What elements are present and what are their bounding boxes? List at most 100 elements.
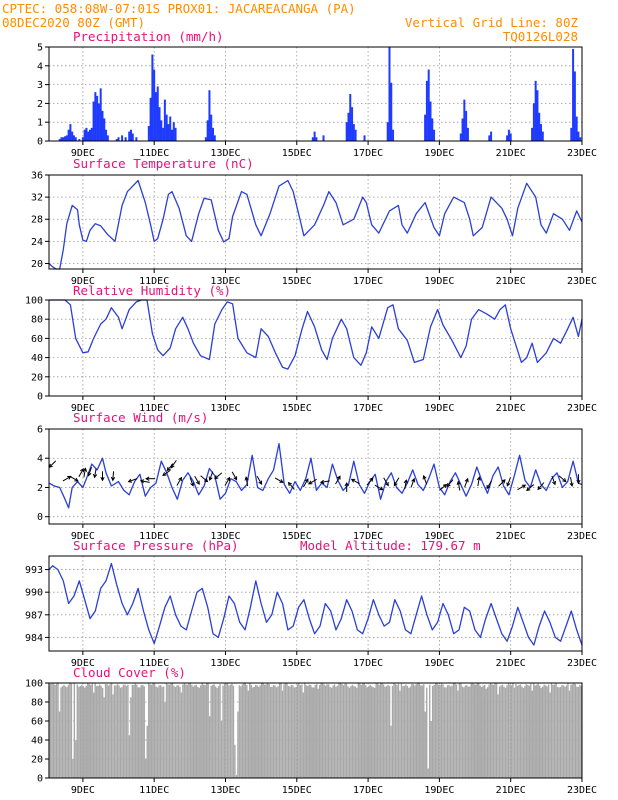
cloud-bar xyxy=(455,684,458,778)
cloud-bar xyxy=(336,685,339,778)
cloud-bar xyxy=(253,686,255,778)
cloud-bar xyxy=(439,685,441,778)
precip-bar xyxy=(577,131,580,141)
precip-bar xyxy=(99,88,102,141)
cloud-bar xyxy=(580,685,583,778)
cloud-bar xyxy=(379,683,382,778)
rh-xtick-label: 21DEC xyxy=(496,403,526,414)
cloud-bar xyxy=(75,740,77,778)
cloud-bar xyxy=(84,687,86,778)
rh-ytick-label: 40 xyxy=(31,353,43,364)
temp-xtick-label: 19DEC xyxy=(424,276,454,287)
wind-vector-arrow xyxy=(422,474,428,485)
cloud-bar xyxy=(369,684,371,778)
pres-xtick-label: 9DEC xyxy=(71,658,95,669)
cloud-bar xyxy=(268,684,270,778)
cloud-bar xyxy=(326,684,328,778)
cloud-bar xyxy=(237,711,239,778)
temp-ytick-label: 20 xyxy=(31,259,43,270)
precip-bar xyxy=(62,137,65,141)
cloud-bar xyxy=(98,684,101,778)
temp-xtick-label: 11DEC xyxy=(139,276,169,287)
cloud-bar xyxy=(415,684,418,778)
wind-xtick-label: 19DEC xyxy=(424,531,454,542)
cloud-bar xyxy=(295,686,297,778)
cloud-bar xyxy=(498,686,501,778)
header-station-line: CPTEC: 058:08W-07:01S PROX01: JACAREACAN… xyxy=(2,1,356,16)
cloud-bar xyxy=(573,683,575,778)
wind-panel: Surface Wind (m/s) 9DEC 11DEC 13DEC 15DEC 17D… xyxy=(37,410,597,542)
cloud-bar xyxy=(91,683,93,778)
precip-bar xyxy=(154,92,157,141)
precip-bar xyxy=(204,137,207,141)
precip-bar xyxy=(71,131,74,141)
cloud-bar xyxy=(442,684,444,778)
cloud-bar xyxy=(360,684,363,778)
cloud-bar xyxy=(127,684,129,778)
wind-vector-arrow xyxy=(439,483,448,491)
cloud-bar xyxy=(213,684,215,778)
cloud-bar xyxy=(296,684,299,778)
cloud-bar xyxy=(244,683,247,778)
cloud-bar xyxy=(373,687,376,778)
cloud-bar xyxy=(107,685,110,778)
rh-xtick-label: 17DEC xyxy=(353,403,383,414)
precip-bar xyxy=(536,90,539,141)
wind-vector-arrow xyxy=(214,472,223,480)
temp-plot-frame xyxy=(48,174,583,270)
precip-bar xyxy=(160,120,163,141)
cloud-bar xyxy=(269,686,272,778)
cloud-bar xyxy=(95,686,98,778)
cloud-bar xyxy=(260,683,263,778)
cloud-bar xyxy=(342,685,345,778)
cloud-bar xyxy=(522,687,525,778)
cloud-bar xyxy=(311,687,313,778)
cloud-bar xyxy=(266,683,269,778)
cloud-bar xyxy=(90,685,92,778)
cloud-bar xyxy=(168,684,171,778)
cloud-bar xyxy=(277,686,279,778)
cloud-bar xyxy=(124,684,126,778)
cloud-bar xyxy=(222,685,224,778)
cloud-bar xyxy=(142,684,144,778)
cloud-bar xyxy=(418,683,420,778)
cloud-bar xyxy=(247,690,250,778)
cloud-bar xyxy=(574,683,577,778)
cloud-bar xyxy=(308,684,310,778)
cloud-bar xyxy=(318,685,321,778)
cloud-bar xyxy=(60,687,62,778)
rh-xtick-label: 9DEC xyxy=(71,403,95,414)
cloud-bar xyxy=(489,683,492,778)
precip-bar xyxy=(105,129,108,141)
cloud-bar xyxy=(205,683,208,778)
cloud-xtick-label: 9DEC xyxy=(71,785,95,796)
cloud-bar xyxy=(191,684,193,778)
cloud-bar xyxy=(223,683,226,778)
cloud-ytick-label: 0 xyxy=(37,774,43,785)
cloud-bar xyxy=(449,686,452,778)
rh-panel: Relative Humidity (%) 9DEC 11DEC 13DEC 15DEC… xyxy=(25,283,597,414)
precip-bar xyxy=(345,122,348,141)
wind-vector-arrow xyxy=(319,479,330,484)
precip-ytick-label: 4 xyxy=(37,61,43,72)
cloud-bar xyxy=(406,685,409,778)
temp-xtick-label: 21DEC xyxy=(496,276,526,287)
cloud-bar xyxy=(372,687,374,778)
cloud-ytick-label: 20 xyxy=(31,755,43,766)
cloud-bar xyxy=(524,686,526,778)
wind-vector-arrow xyxy=(303,478,309,488)
cloud-bar xyxy=(525,684,528,778)
cloud-bar xyxy=(150,684,153,778)
cloud-bar xyxy=(170,683,172,778)
cloud-bar xyxy=(470,683,473,778)
precip-xtick-label: 23DEC xyxy=(567,148,597,159)
wind-vector-arrow xyxy=(383,477,389,487)
wind-vector-arrow xyxy=(82,467,88,478)
cloud-bar xyxy=(512,683,514,778)
precip-bar xyxy=(352,124,355,141)
cloud-bar xyxy=(412,684,415,778)
cloud-bar xyxy=(463,687,465,778)
cloud-bar xyxy=(384,686,386,778)
cloud-bar xyxy=(103,697,105,778)
cloud-xtick-label: 19DEC xyxy=(424,785,454,796)
